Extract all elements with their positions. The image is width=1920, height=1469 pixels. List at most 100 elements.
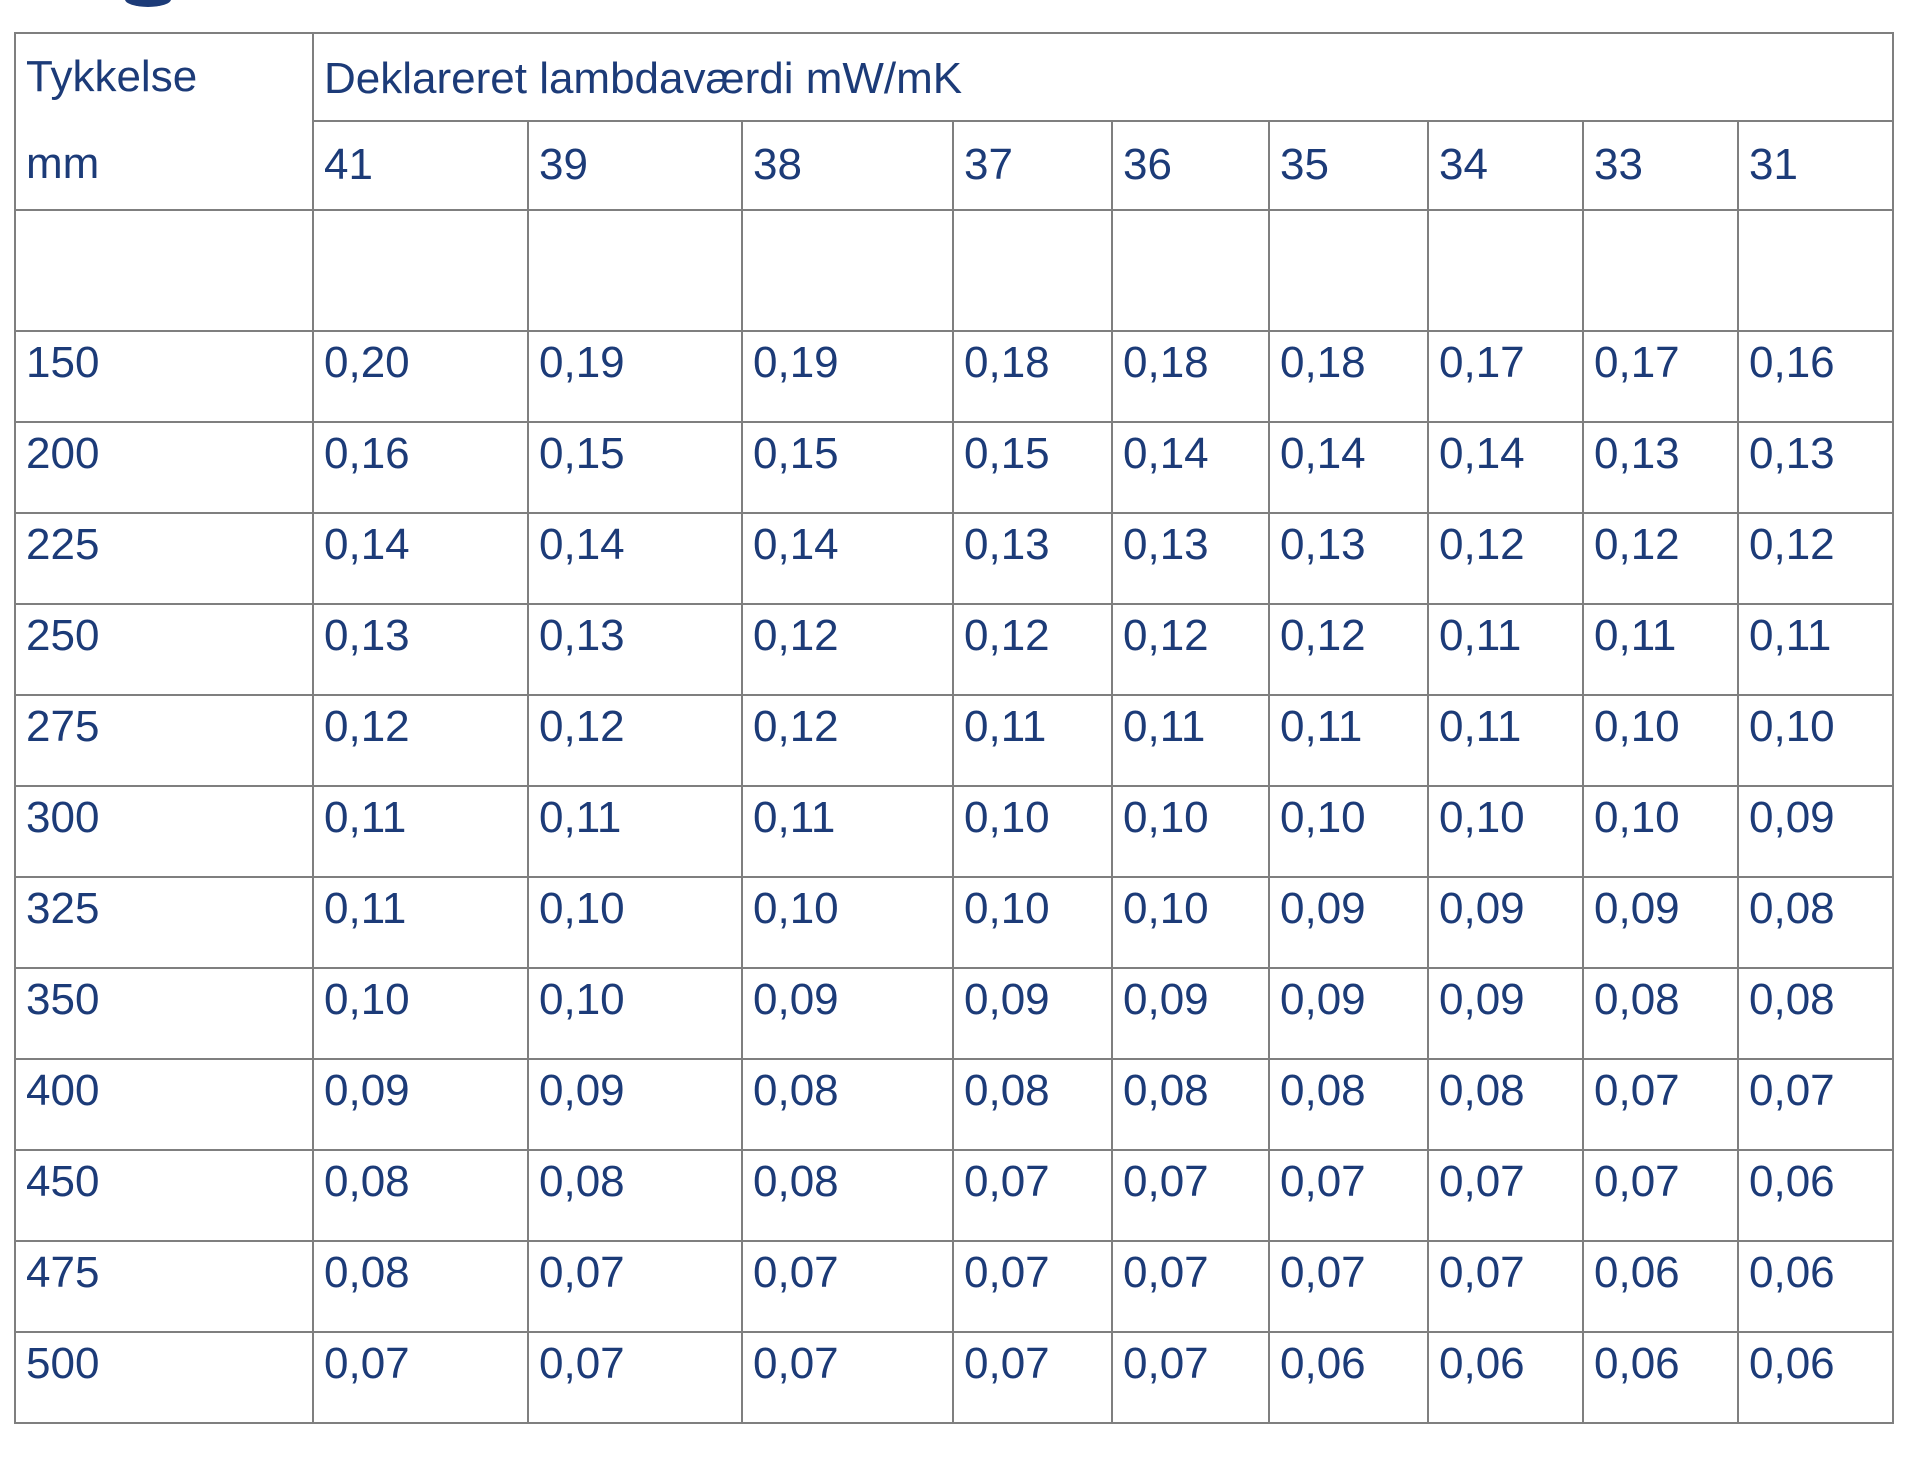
value-cell: 0,14 (527, 512, 743, 605)
value-cell: 0,09 (1736, 785, 1895, 878)
header-row-columns: 41 39 38 37 36 35 34 33 31 (15, 120, 1895, 211)
value-cell: 0,12 (1427, 512, 1584, 605)
column-header-34: 34 (1427, 120, 1584, 211)
value-cell: 0,11 (1582, 603, 1739, 696)
value-cell: 0,10 (312, 967, 529, 1060)
empty-spacer-row (14, 209, 1895, 332)
table-row: 200 0,16 0,15 0,15 0,15 0,14 0,14 0,14 0,13 0,13 (14, 421, 1895, 514)
value-cell: 0,12 (312, 694, 529, 787)
value-cell: 0,10 (527, 876, 743, 969)
empty-cell (1427, 209, 1584, 332)
value-cell: 0,10 (952, 785, 1113, 878)
value-cell: 0,07 (1582, 1149, 1739, 1242)
table-body: Tykkelse mm Deklareret lambdaværdi mW/mK… (14, 32, 1895, 1424)
value-cell: 0,08 (1736, 876, 1895, 969)
empty-cell (952, 209, 1113, 332)
column-header-39: 39 (527, 120, 743, 211)
value-cell: 0,10 (1111, 876, 1270, 969)
value-cell: 0,18 (1111, 330, 1270, 423)
thickness-cell: 475 (14, 1240, 314, 1333)
value-cell: 0,10 (1582, 785, 1739, 878)
value-cell: 0,07 (741, 1331, 954, 1424)
empty-cell (312, 209, 529, 332)
value-cell: 0,13 (1111, 512, 1270, 605)
value-cell: 0,10 (952, 876, 1113, 969)
value-cell: 0,07 (952, 1240, 1113, 1333)
cutoff-heading-fragment (125, 0, 171, 7)
value-cell: 0,07 (1736, 1058, 1895, 1151)
value-cell: 0,18 (952, 330, 1113, 423)
value-cell: 0,07 (312, 1331, 529, 1424)
value-cell: 0,14 (1268, 421, 1429, 514)
value-cell: 0,16 (312, 421, 529, 514)
thickness-cell: 300 (14, 785, 314, 878)
value-cell: 0,06 (1736, 1331, 1895, 1424)
value-cell: 0,09 (527, 1058, 743, 1151)
value-cell: 0,20 (312, 330, 529, 423)
table-row: 150 0,20 0,19 0,19 0,18 0,18 0,18 0,17 0,17 0,16 (14, 330, 1895, 423)
value-cell: 0,07 (1111, 1331, 1270, 1424)
value-cell: 0,11 (1427, 603, 1584, 696)
thickness-cell: 275 (14, 694, 314, 787)
value-cell: 0,10 (527, 967, 743, 1060)
value-cell: 0,13 (312, 603, 529, 696)
empty-cell (1736, 209, 1895, 332)
value-cell: 0,08 (1736, 967, 1895, 1060)
table-row: 475 0,08 0,07 0,07 0,07 0,07 0,07 0,07 0,06 0,06 (14, 1240, 1895, 1333)
value-cell: 0,15 (952, 421, 1113, 514)
value-cell: 0,07 (1111, 1240, 1270, 1333)
value-cell: 0,08 (1268, 1058, 1429, 1151)
value-cell: 0,07 (527, 1331, 743, 1424)
empty-cell (14, 209, 314, 332)
value-cell: 0,11 (312, 876, 529, 969)
value-cell: 0,09 (1427, 967, 1584, 1060)
column-header-35: 35 (1268, 120, 1429, 211)
column-header-38: 38 (741, 120, 954, 211)
value-cell: 0,08 (1582, 967, 1739, 1060)
value-cell: 0,11 (1111, 694, 1270, 787)
table-row: 225 0,14 0,14 0,14 0,13 0,13 0,13 0,12 0,12 0,12 (14, 512, 1895, 605)
empty-cell (741, 209, 954, 332)
thickness-cell: 325 (14, 876, 314, 969)
value-cell: 0,07 (1427, 1240, 1584, 1333)
value-cell: 0,12 (741, 694, 954, 787)
value-cell: 0,19 (527, 330, 743, 423)
thickness-cell: 400 (14, 1058, 314, 1151)
value-cell: 0,12 (741, 603, 954, 696)
value-cell: 0,10 (1736, 694, 1895, 787)
value-cell: 0,09 (1427, 876, 1584, 969)
column-header-31: 31 (1736, 120, 1895, 211)
value-cell: 0,06 (1736, 1240, 1895, 1333)
value-cell: 0,06 (1582, 1240, 1739, 1333)
empty-cell (527, 209, 743, 332)
value-cell: 0,11 (952, 694, 1113, 787)
table-row: 275 0,12 0,12 0,12 0,11 0,11 0,11 0,11 0,10 0,10 (14, 694, 1895, 787)
value-cell: 0,12 (952, 603, 1113, 696)
value-cell: 0,09 (1111, 967, 1270, 1060)
value-cell: 0,18 (1268, 330, 1429, 423)
value-cell: 0,08 (741, 1058, 954, 1151)
value-cell: 0,07 (1582, 1058, 1739, 1151)
value-cell: 0,15 (741, 421, 954, 514)
empty-cell (1582, 209, 1739, 332)
table-row: 400 0,09 0,09 0,08 0,08 0,08 0,08 0,08 0,07 0,07 (14, 1058, 1895, 1151)
value-cell: 0,12 (527, 694, 743, 787)
thickness-header-cell: Tykkelse mm (14, 32, 314, 211)
value-cell: 0,07 (527, 1240, 743, 1333)
value-cell: 0,09 (741, 967, 954, 1060)
value-cell: 0,09 (952, 967, 1113, 1060)
value-cell: 0,14 (1427, 421, 1584, 514)
value-cell: 0,07 (1268, 1149, 1429, 1242)
value-cell: 0,07 (1111, 1149, 1270, 1242)
value-cell: 0,14 (1111, 421, 1270, 514)
value-cell: 0,13 (1582, 421, 1739, 514)
value-cell: 0,12 (1268, 603, 1429, 696)
value-cell: 0,13 (952, 512, 1113, 605)
value-cell: 0,06 (1736, 1149, 1895, 1242)
lambda-value-table: Tykkelse mm Deklareret lambdaværdi mW/mK… (14, 32, 1895, 1424)
header-row-group: Tykkelse mm Deklareret lambdaværdi mW/mK (14, 32, 1895, 211)
value-cell: 0,11 (312, 785, 529, 878)
value-cell: 0,19 (741, 330, 954, 423)
lambda-group-header-cell: Deklareret lambdaværdi mW/mK (311, 32, 1895, 122)
